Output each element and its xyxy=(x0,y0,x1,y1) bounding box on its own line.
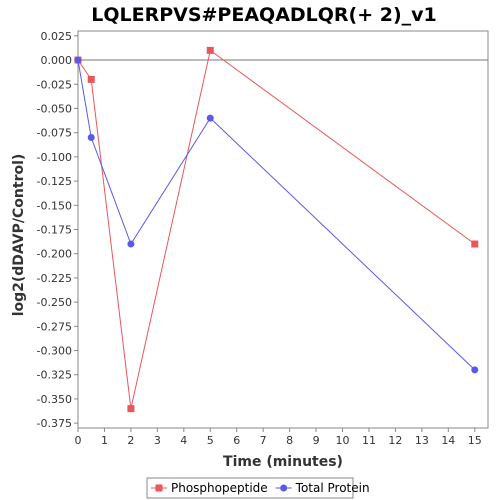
y-tick-label: -0.175 xyxy=(37,224,72,237)
x-tick-label: 8 xyxy=(286,434,293,447)
x-tick-label: 4 xyxy=(180,434,187,447)
y-tick-label: -0.100 xyxy=(37,151,72,164)
series-total-protein xyxy=(74,56,479,374)
plot-area xyxy=(77,30,489,429)
y-tick-label: 0.000 xyxy=(41,54,73,67)
x-tick-label: 1 xyxy=(101,434,108,447)
x-tick-label: 9 xyxy=(313,434,320,447)
legend-label: Total Protein xyxy=(295,481,370,495)
x-tick-label: 5 xyxy=(207,434,214,447)
x-tick-label: 2 xyxy=(127,434,134,447)
x-tick-label: 13 xyxy=(415,434,429,447)
x-tick-label: 14 xyxy=(441,434,455,447)
x-tick-label: 10 xyxy=(336,434,350,447)
y-axis-label: log2(dDAVP/Control) xyxy=(11,154,27,317)
legend-marker xyxy=(280,484,288,492)
data-point xyxy=(87,75,95,83)
x-tick-label: 11 xyxy=(362,434,376,447)
y-tick-label: -0.250 xyxy=(37,296,72,309)
y-tick-label: -0.075 xyxy=(37,127,72,140)
legend-item: Phosphopeptide xyxy=(151,481,268,495)
data-point xyxy=(471,366,479,374)
y-tick-label: -0.325 xyxy=(37,369,72,382)
x-tick-label: 7 xyxy=(260,434,267,447)
y-tick-label: -0.050 xyxy=(37,102,72,115)
data-point xyxy=(206,46,214,54)
x-tick-label: 3 xyxy=(154,434,161,447)
y-axis: 0.025 0.000 -0.025 -0.050 -0.075 -0.100 -0.125… xyxy=(37,30,78,430)
legend: Phosphopeptide Total Protein xyxy=(146,477,370,499)
x-tick-label: 6 xyxy=(233,434,240,447)
data-point xyxy=(74,56,82,64)
x-tick-label: 0 xyxy=(75,434,82,447)
legend-item: Total Protein xyxy=(275,481,370,495)
data-point xyxy=(127,240,135,248)
legend-marker xyxy=(155,484,163,492)
data-point xyxy=(471,240,479,248)
x-tick-label: 12 xyxy=(388,434,402,447)
x-tick-label: 15 xyxy=(468,434,482,447)
y-tick-label: -0.125 xyxy=(37,175,72,188)
y-tick-label: -0.150 xyxy=(37,199,72,212)
y-tick-label: -0.025 xyxy=(37,78,72,91)
y-tick-label: -0.200 xyxy=(37,248,72,261)
data-point xyxy=(87,134,95,142)
data-point xyxy=(206,114,214,122)
y-tick-label: 0.025 xyxy=(41,30,73,43)
legend-label: Phosphopeptide xyxy=(171,481,268,495)
y-tick-label: -0.275 xyxy=(37,320,72,333)
data-point xyxy=(127,405,135,413)
plot-border xyxy=(77,30,489,429)
y-tick-label: -0.225 xyxy=(37,272,72,285)
x-axis-label: Time (minutes) xyxy=(223,454,343,470)
legend-box xyxy=(146,477,354,499)
y-tick-label: -0.375 xyxy=(37,417,72,430)
x-axis: 0 1 2 3 4 5 6 7 8 9 10 11 12 13 14 15 xyxy=(75,428,482,447)
y-tick-label: -0.350 xyxy=(37,393,72,406)
y-tick-label: -0.300 xyxy=(37,345,72,358)
series-layer xyxy=(74,46,479,413)
chart-title: LQLERPVS#PEAQADLQR(+ 2)_v1 xyxy=(91,4,437,26)
